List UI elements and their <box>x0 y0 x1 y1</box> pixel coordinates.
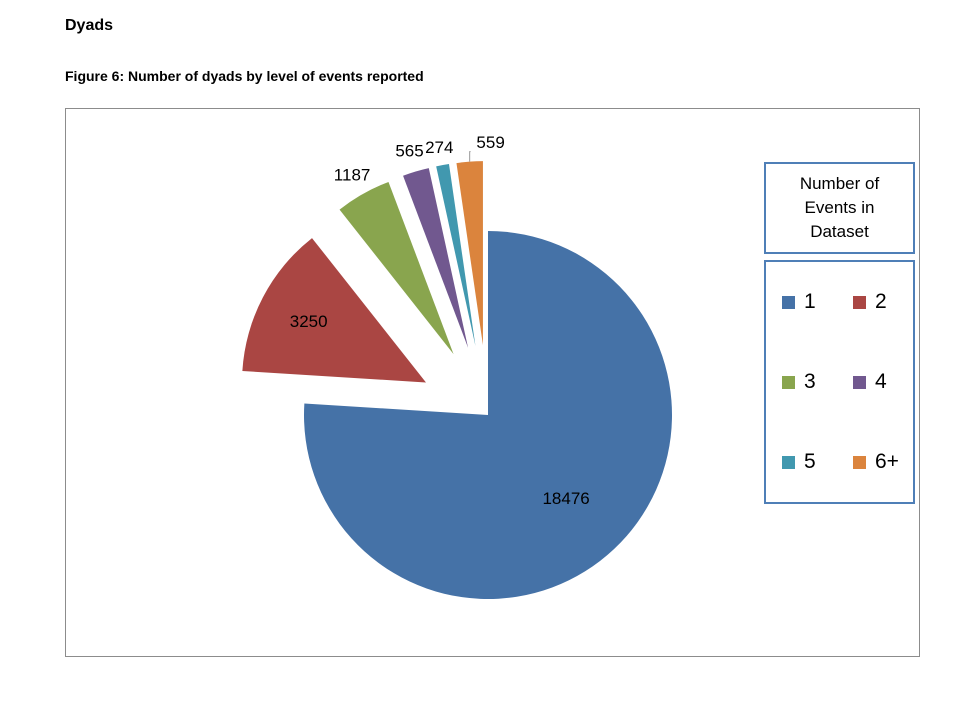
legend-item: 5 <box>782 450 816 474</box>
data-label: 3250 <box>290 312 328 331</box>
legend-label: 5 <box>804 450 816 473</box>
legend-item: 6+ <box>853 450 899 474</box>
legend-label: 2 <box>875 290 887 313</box>
heading: Dyads <box>65 17 114 34</box>
pie-slice-6+ <box>456 161 483 346</box>
legend-title-line: Events in <box>804 198 875 217</box>
data-label: 18476 <box>542 489 589 508</box>
legend-swatch <box>782 455 795 469</box>
legend-title: Number of Events in Dataset <box>764 162 915 254</box>
legend-swatch <box>853 455 866 469</box>
data-label: 274 <box>425 138 453 157</box>
pie-slice-5 <box>436 164 476 347</box>
legend-item: 1 <box>782 290 816 314</box>
data-label: 1187 <box>334 166 371 185</box>
pie-slice-2 <box>242 238 426 383</box>
legend-swatch <box>853 295 866 309</box>
leader-line <box>469 151 471 162</box>
legend-title-line: Number of <box>799 174 880 193</box>
legend-swatch <box>853 375 866 389</box>
data-label: 559 <box>476 133 504 152</box>
legend-label: 3 <box>804 370 816 393</box>
legend-label: 4 <box>875 370 887 393</box>
legend-label: 1 <box>804 290 816 313</box>
legend-label: 6+ <box>875 450 899 473</box>
legend-item: 3 <box>782 370 816 394</box>
data-label: 565 <box>395 141 423 160</box>
chart-frame <box>65 108 920 657</box>
pie-slice-4 <box>403 168 469 348</box>
pie-slice-3 <box>339 181 454 355</box>
legend-title-line: Dataset <box>810 222 869 241</box>
legend-item: 4 <box>853 370 887 394</box>
legend-item: 2 <box>853 290 887 314</box>
figure-caption: Figure 6: Number of dyads by level of ev… <box>65 68 424 84</box>
pie-slice-1 <box>304 231 672 600</box>
legend-swatch <box>782 375 795 389</box>
legend-swatch <box>782 295 795 309</box>
legend: 1 2 3 4 5 6+ <box>764 260 915 504</box>
